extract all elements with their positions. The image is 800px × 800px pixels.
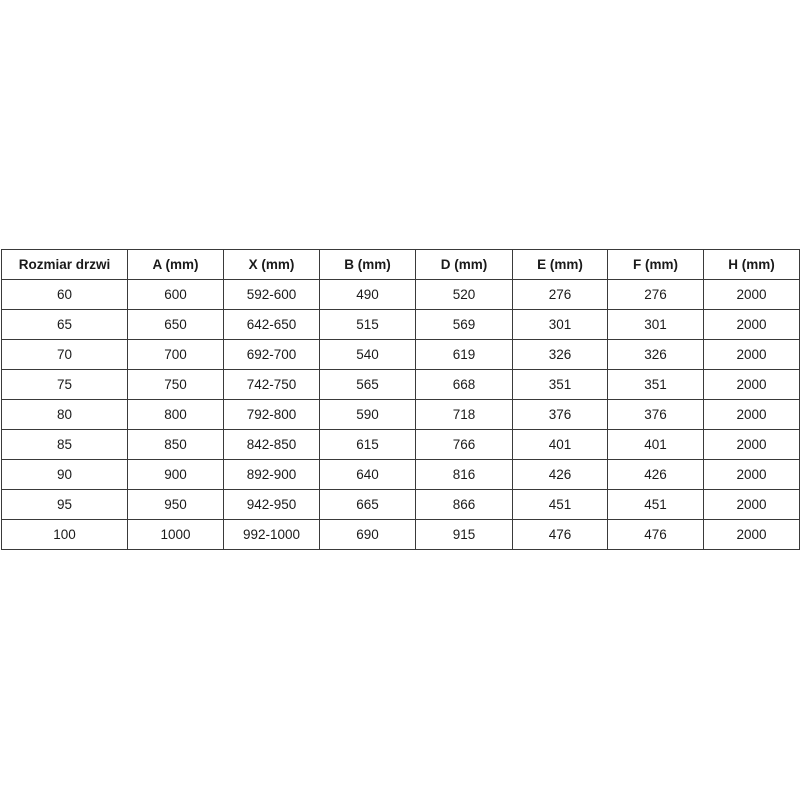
table-cell: 70 <box>1 339 128 370</box>
column-header: E (mm) <box>512 249 608 280</box>
table-row: 75 750 742-750 565 668 351 351 2000 <box>1 369 800 400</box>
table-cell: 2000 <box>703 519 800 550</box>
table-cell: 426 <box>607 459 704 490</box>
table-cell: 301 <box>607 309 704 340</box>
table-cell: 60 <box>1 279 128 310</box>
table-cell: 792-800 <box>223 399 320 430</box>
column-header: B (mm) <box>319 249 416 280</box>
table-cell: 376 <box>607 399 704 430</box>
table-cell: 900 <box>127 459 224 490</box>
table-row: 95 950 942-950 665 866 451 451 2000 <box>1 489 800 520</box>
table-cell: 376 <box>512 399 608 430</box>
table-cell: 2000 <box>703 429 800 460</box>
table-cell: 950 <box>127 489 224 520</box>
column-header: X (mm) <box>223 249 320 280</box>
table-cell: 600 <box>127 279 224 310</box>
table-cell: 326 <box>512 339 608 370</box>
table-cell: 2000 <box>703 309 800 340</box>
table-cell: 80 <box>1 399 128 430</box>
table-cell: 95 <box>1 489 128 520</box>
table-cell: 700 <box>127 339 224 370</box>
table-cell: 690 <box>319 519 416 550</box>
column-header: D (mm) <box>415 249 513 280</box>
table-cell: 1000 <box>127 519 224 550</box>
table-cell: 90 <box>1 459 128 490</box>
table-cell: 842-850 <box>223 429 320 460</box>
table-cell: 866 <box>415 489 513 520</box>
column-header: F (mm) <box>607 249 704 280</box>
column-header: A (mm) <box>127 249 224 280</box>
table-cell: 766 <box>415 429 513 460</box>
table-cell: 490 <box>319 279 416 310</box>
table-cell: 351 <box>512 369 608 400</box>
table-cell: 668 <box>415 369 513 400</box>
table-row: 65 650 642-650 515 569 301 301 2000 <box>1 309 800 340</box>
table-row: 80 800 792-800 590 718 376 376 2000 <box>1 399 800 430</box>
table-cell: 100 <box>1 519 128 550</box>
table-header: Rozmiar drzwi A (mm) X (mm) B (mm) D (mm) E (… <box>1 249 800 280</box>
table-cell: 301 <box>512 309 608 340</box>
table-cell: 276 <box>607 279 704 310</box>
table-cell: 718 <box>415 399 513 430</box>
table-cell: 750 <box>127 369 224 400</box>
table-cell: 2000 <box>703 459 800 490</box>
table-cell: 2000 <box>703 279 800 310</box>
table-cell: 515 <box>319 309 416 340</box>
door-size-table: Rozmiar drzwi A (mm) X (mm) B (mm) D (mm) E (… <box>1 249 800 550</box>
table-cell: 2000 <box>703 399 800 430</box>
table-cell: 915 <box>415 519 513 550</box>
table-cell: 65 <box>1 309 128 340</box>
table-cell: 642-650 <box>223 309 320 340</box>
table-cell: 476 <box>607 519 704 550</box>
table-cell: 592-600 <box>223 279 320 310</box>
table-cell: 476 <box>512 519 608 550</box>
table-cell: 451 <box>607 489 704 520</box>
table-cell: 615 <box>319 429 416 460</box>
table-cell: 942-950 <box>223 489 320 520</box>
table-cell: 2000 <box>703 369 800 400</box>
table-cell: 2000 <box>703 489 800 520</box>
table-cell: 520 <box>415 279 513 310</box>
header-row: Rozmiar drzwi A (mm) X (mm) B (mm) D (mm) E (… <box>1 249 800 280</box>
table-cell: 401 <box>607 429 704 460</box>
table-cell: 276 <box>512 279 608 310</box>
table-body: 60 600 592-600 490 520 276 276 2000 65 650 642-650… <box>1 279 800 550</box>
table-cell: 742-750 <box>223 369 320 400</box>
table-cell: 451 <box>512 489 608 520</box>
table-cell: 540 <box>319 339 416 370</box>
table-cell: 351 <box>607 369 704 400</box>
table-row: 90 900 892-900 640 816 426 426 2000 <box>1 459 800 490</box>
table-cell: 75 <box>1 369 128 400</box>
table-row: 85 850 842-850 615 766 401 401 2000 <box>1 429 800 460</box>
table-cell: 816 <box>415 459 513 490</box>
table-cell: 569 <box>415 309 513 340</box>
table-cell: 892-900 <box>223 459 320 490</box>
table-row: 70 700 692-700 540 619 326 326 2000 <box>1 339 800 370</box>
table-cell: 850 <box>127 429 224 460</box>
table-cell: 565 <box>319 369 416 400</box>
column-header: Rozmiar drzwi <box>1 249 128 280</box>
table-cell: 992-1000 <box>223 519 320 550</box>
table-cell: 650 <box>127 309 224 340</box>
table-cell: 692-700 <box>223 339 320 370</box>
table-cell: 2000 <box>703 339 800 370</box>
table-row: 100 1000 992-1000 690 915 476 476 2000 <box>1 519 800 550</box>
table-cell: 326 <box>607 339 704 370</box>
column-header: H (mm) <box>703 249 800 280</box>
table-row: 60 600 592-600 490 520 276 276 2000 <box>1 279 800 310</box>
table-cell: 85 <box>1 429 128 460</box>
table-cell: 640 <box>319 459 416 490</box>
table-cell: 665 <box>319 489 416 520</box>
table-cell: 401 <box>512 429 608 460</box>
table-cell: 619 <box>415 339 513 370</box>
table-cell: 426 <box>512 459 608 490</box>
table-cell: 590 <box>319 399 416 430</box>
table-cell: 800 <box>127 399 224 430</box>
